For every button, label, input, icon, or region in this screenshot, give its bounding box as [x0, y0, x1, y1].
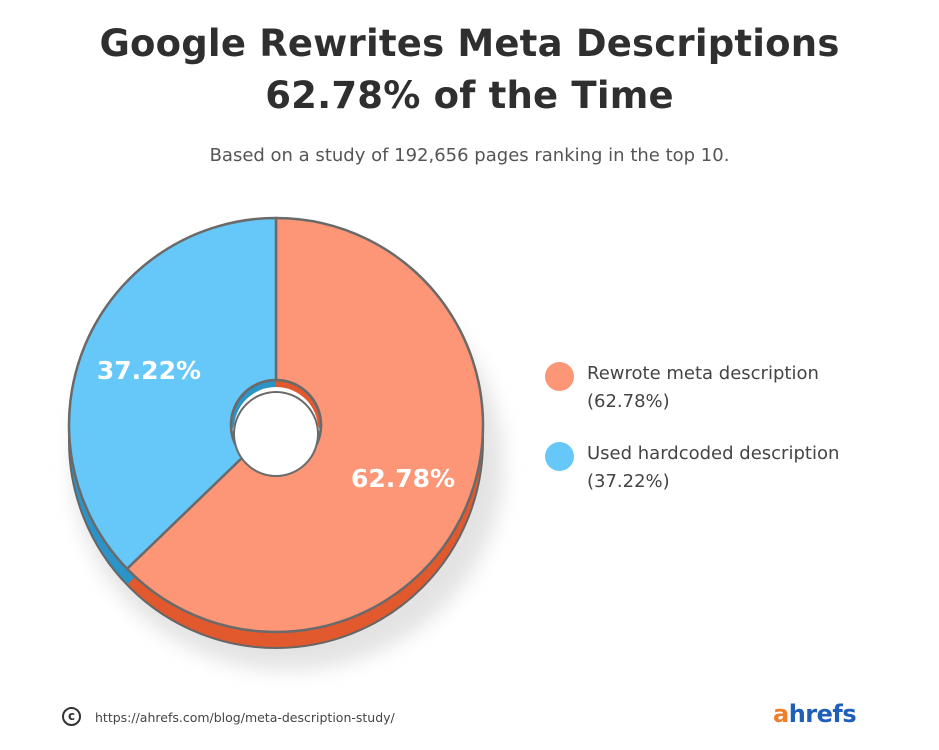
legend-swatch-rewrote [545, 362, 574, 391]
legend-item-hardcoded: Used hardcoded description (37.22%) [545, 438, 885, 518]
chart-subtitle: Based on a study of 192,656 pages rankin… [209, 145, 730, 166]
copyright-icon: c [62, 707, 81, 726]
legend-value-hardcoded: (37.22%) [587, 471, 670, 492]
title-line-1: Google Rewrites Meta Descriptions [99, 22, 840, 65]
logo-text: hrefs [788, 700, 857, 728]
legend-value-rewrote: (62.78%) [587, 391, 670, 412]
chart-title: Google Rewrites Meta Descriptions 62.78%… [0, 18, 939, 122]
donut-hole [233, 391, 319, 477]
legend-label-hardcoded: Used hardcoded description (37.22%) [587, 440, 839, 496]
chart-legend: Rewrote meta description (62.78%) Used h… [545, 358, 885, 518]
logo-letter-a: a [773, 700, 789, 728]
source-url[interactable]: https://ahrefs.com/blog/meta-description… [95, 710, 395, 725]
legend-label-rewrote: Rewrote meta description (62.78%) [587, 360, 819, 416]
legend-text-rewrote: Rewrote meta description [587, 363, 819, 384]
legend-text-hardcoded: Used hardcoded description [587, 443, 840, 464]
legend-item-rewrote: Rewrote meta description (62.78%) [545, 358, 885, 438]
slice-value-label-1: 37.22% [97, 356, 201, 385]
ahrefs-logo: ahrefs [773, 700, 857, 728]
slice-value-label-0: 62.78% [351, 464, 455, 493]
legend-swatch-hardcoded [545, 442, 574, 471]
title-line-2: 62.78% of the Time [265, 74, 674, 117]
